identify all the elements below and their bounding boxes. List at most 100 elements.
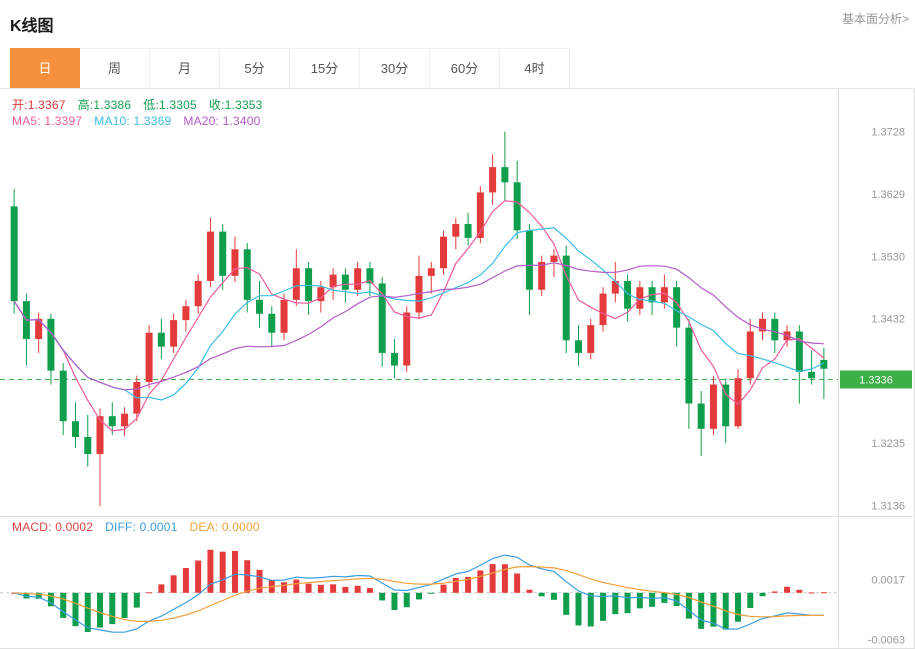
candle-body [231, 249, 239, 276]
candle-body [59, 370, 67, 422]
macd-histogram-bar [391, 592, 398, 610]
macd-histogram-bar [170, 575, 177, 593]
macd-histogram-bar [35, 592, 42, 599]
axis-tick-label: 1.3728 [871, 126, 905, 138]
macd-histogram-bar [489, 564, 496, 593]
candle-body [219, 231, 227, 276]
macd-histogram-bar [710, 592, 717, 627]
candle-body [624, 280, 632, 309]
candle-body [660, 287, 668, 303]
tab-月[interactable]: 月 [150, 48, 220, 88]
candle-body [476, 192, 484, 238]
macd-histogram-bar [734, 592, 741, 622]
tab-5分[interactable]: 5分 [220, 48, 290, 88]
macd-tick-label: 0.0017 [871, 575, 905, 587]
macd-histogram-bar [342, 586, 349, 593]
fundamental-analysis-link[interactable]: 基本面分析> [841, 12, 909, 26]
macd-histogram-bar [477, 570, 484, 593]
macd-histogram-bar [440, 584, 447, 593]
macd-histogram-bar [587, 592, 594, 627]
candle-body [489, 167, 497, 193]
tab-周[interactable]: 周 [80, 48, 150, 88]
candle-body [697, 403, 705, 429]
candle-body [121, 413, 129, 427]
macd-histogram-bar [354, 585, 361, 593]
macd-histogram-bar [403, 592, 410, 608]
macd-histogram-bar [244, 560, 251, 593]
candle-body [170, 320, 178, 347]
chart-region: 1.3728 1.3629 1.3530 1.3432 1.3235 1.3136 1.33… [0, 89, 915, 649]
macd-histogram-bar [133, 592, 140, 608]
candle-body [157, 332, 165, 347]
macd-histogram-bar [256, 569, 263, 593]
page-title: K线图 [10, 18, 54, 35]
tab-15分[interactable]: 15分 [290, 48, 360, 88]
axis-tick-label: 1.3235 [871, 438, 905, 450]
axis-tick-label: 1.3432 [871, 313, 905, 325]
candle-body [562, 255, 570, 341]
candle-body [329, 274, 337, 288]
candle-body [403, 312, 411, 366]
tab-60分[interactable]: 60分 [430, 48, 500, 88]
kline-chart[interactable]: 1.3728 1.3629 1.3530 1.3432 1.3235 1.3136 1.33… [0, 89, 913, 647]
macd-histogram-bar [685, 592, 692, 619]
candle-body [268, 313, 276, 333]
candle-body [759, 318, 767, 332]
macd-histogram-bar [796, 589, 803, 593]
macd-histogram-bar [182, 568, 189, 593]
candle-body [206, 231, 214, 281]
candle-body [194, 280, 202, 307]
candle-body [709, 384, 717, 429]
macd-histogram-bar [808, 592, 815, 594]
macd-histogram-bar [305, 583, 312, 593]
macd-histogram-bar [97, 592, 104, 628]
candle-body [525, 230, 533, 290]
candle-body [722, 384, 730, 427]
macd-histogram-bar [759, 592, 766, 597]
macd-histogram-bar [121, 592, 128, 618]
ma10-line [13, 227, 825, 401]
candle-body [96, 416, 104, 455]
macd-histogram-bar [612, 592, 619, 615]
macd-histogram-bar [550, 592, 557, 600]
macd-histogram-bar [636, 592, 643, 609]
axis-tick-label: 1.3136 [871, 500, 905, 512]
candle-body [550, 255, 558, 262]
macd-histogram-bar [771, 591, 778, 593]
candle-body [292, 268, 300, 300]
axis-tick-label: 1.3629 [871, 189, 905, 201]
macd-histogram-bar [195, 560, 202, 593]
macd-histogram-bar [219, 551, 226, 593]
macd-histogram-bar [330, 584, 337, 593]
macd-histogram-bar [624, 592, 631, 614]
header: K线图 基本面分析> [0, 0, 915, 48]
candle-body [611, 280, 619, 294]
candle-body [47, 318, 55, 371]
macd-histogram-bar [47, 592, 54, 607]
macd-histogram-bar [109, 592, 116, 625]
candle-body [35, 318, 43, 340]
candle-body [390, 352, 398, 366]
tab-4时[interactable]: 4时 [500, 48, 570, 88]
tab-日[interactable]: 日 [10, 48, 80, 88]
macd-histogram-bar [72, 592, 79, 627]
candle-body [501, 167, 509, 183]
ma5-line [13, 200, 825, 432]
macd-histogram-bar [649, 592, 656, 607]
macd-histogram-bar [465, 576, 472, 593]
candle-body [734, 378, 742, 427]
macd-histogram-bar [673, 592, 680, 606]
candle-body [366, 268, 374, 284]
tab-30分[interactable]: 30分 [360, 48, 430, 88]
candle-body [378, 283, 386, 353]
macd-histogram-bar [747, 592, 754, 608]
macd-histogram-bar [501, 564, 508, 593]
macd-histogram-bar [23, 592, 30, 599]
candle-body [440, 236, 448, 269]
macd-histogram-bar [379, 592, 386, 601]
dea-line [14, 565, 824, 623]
candle-body [415, 275, 423, 313]
candle-body [452, 224, 460, 237]
candle-body [599, 293, 607, 326]
